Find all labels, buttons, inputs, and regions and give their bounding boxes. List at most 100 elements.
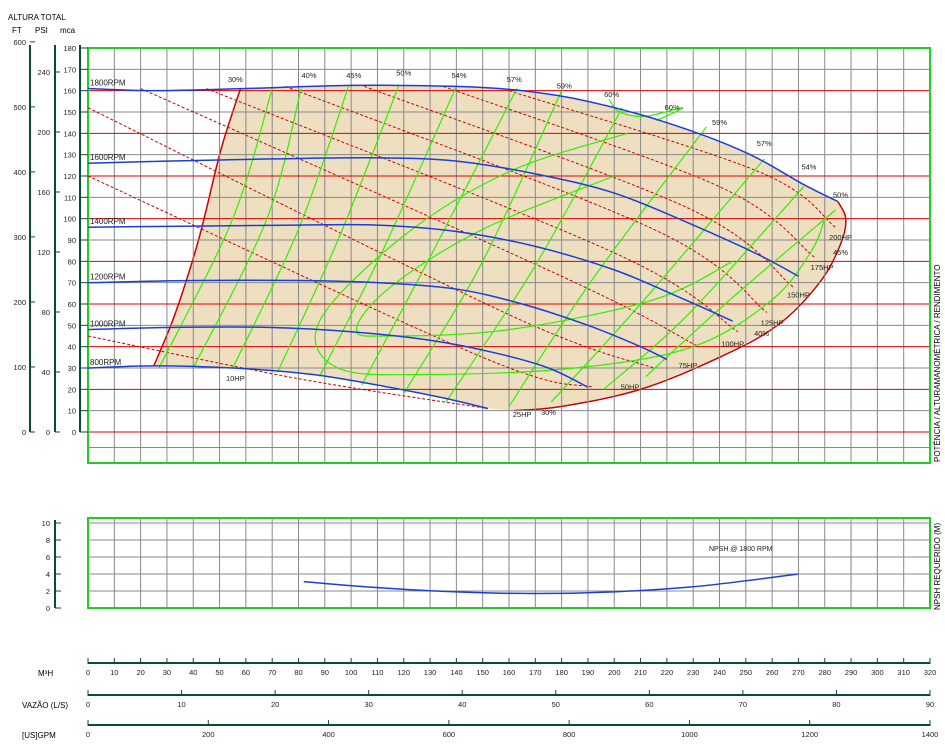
mca-tick-label: 110 (64, 193, 76, 202)
efficiency-line (232, 86, 350, 369)
efficiency-label: 30% (228, 75, 243, 84)
m3h-tick-label: 160 (503, 668, 516, 677)
npsh-series-label: NPSH @ 1800 RPM (709, 546, 773, 553)
efficiency-label: 54% (451, 71, 466, 80)
m3h-tick-label: 310 (897, 668, 910, 677)
m3h-tick-label: 40 (189, 668, 197, 677)
hp-line (508, 90, 836, 228)
efficiency-line (319, 86, 457, 377)
mca-tick-label: 30 (68, 364, 76, 373)
ft-tick-label: 200 (13, 298, 26, 307)
efficiency-label: 50% (833, 190, 848, 199)
m3h-tick-label: 90 (321, 668, 329, 677)
psi-tick-label: 200 (37, 128, 50, 137)
m3h-tick-label: 280 (818, 668, 831, 677)
m3h-tick-label: 0 (86, 668, 90, 677)
hp-line (443, 85, 815, 258)
efficiency-line (508, 126, 707, 407)
efficiency-contour-inner (355, 175, 733, 337)
efficiency-label: 60% (604, 90, 619, 99)
mca-tick-label: 20 (68, 385, 76, 394)
rpm-curve (87, 157, 799, 277)
mca-tick-label: 10 (68, 407, 76, 416)
efficiency-line (445, 107, 623, 403)
gpm-tick-label: 400 (322, 730, 335, 739)
ls-tick-label: 90 (926, 700, 934, 709)
npsh-tick-label: 10 (42, 519, 50, 528)
m3h-tick-label: 240 (713, 668, 726, 677)
right-axis-title: POTÊNCIA / ALTURAMANOMÉTRICA / RENDIMENT… (933, 264, 942, 462)
mca-tick-label: 140 (63, 129, 76, 138)
psi-tick-label: 160 (37, 188, 50, 197)
mca-title: mca (60, 26, 76, 35)
npsh-axis-title: NPSH REQUERIDO (M) (933, 523, 942, 610)
m3h-tick-label: 300 (871, 668, 884, 677)
labels-layer: 1800RPM 1600RPM 1400RPM 1200RPM 1000RPM 800RP… (90, 69, 852, 553)
gpm-tick-label: 600 (443, 730, 456, 739)
npsh-layer (303, 573, 799, 595)
m3h-tick-label: 320 (924, 668, 937, 677)
efficiency-label: 57% (507, 75, 522, 84)
efficiency-label: 45% (833, 248, 848, 257)
ft-tick-label: 500 (13, 103, 26, 112)
m3h-tick-label: 260 (766, 668, 779, 677)
m3h-tick-label: 100 (345, 668, 358, 677)
m3h-tick-label: 140 (450, 668, 463, 677)
psi-tick-label: 120 (37, 248, 50, 257)
mca-tick-label: 150 (63, 108, 76, 117)
altura-total-title: ALTURA TOTAL (8, 13, 66, 22)
hp-label: 200HP (829, 233, 852, 242)
ft-tick-label: 300 (13, 233, 26, 242)
m3h-tick-label: 270 (792, 668, 805, 677)
efficiency-label: 45% (346, 71, 361, 80)
gpm-axis-title: [US]GPM (22, 731, 56, 740)
hp-line (140, 88, 699, 348)
m3h-tick-label: 130 (424, 668, 437, 677)
m3h-tick-label: 110 (371, 668, 383, 677)
mca-tick-label: 100 (63, 215, 76, 224)
efficiency-line (192, 88, 302, 369)
mca-tick-label: 130 (63, 151, 76, 160)
main-plot-frame (87, 47, 931, 464)
m3h-tick-label: 70 (268, 668, 276, 677)
rpm-curve (87, 365, 489, 410)
npsh-tick-label: 2 (46, 587, 50, 596)
psi-title: PSI (35, 26, 48, 35)
m3h-tick-label: 250 (740, 668, 753, 677)
ft-title: FT (12, 26, 22, 35)
mca-tick-label: 0 (72, 428, 76, 437)
m3h-tick-label: 150 (476, 668, 489, 677)
efficiency-label: 59% (712, 118, 727, 127)
mca-tick-label: 120 (63, 172, 76, 181)
psi-tick-label: 80 (42, 308, 50, 317)
ls-tick-label: 40 (458, 700, 466, 709)
ft-tick-label: 0 (22, 428, 26, 437)
mca-tick-label: 60 (68, 300, 76, 309)
mca-tick-label: 70 (68, 279, 76, 288)
hp-label: 25HP (513, 410, 532, 419)
grid-layer (87, 47, 931, 609)
hp-line (206, 88, 739, 333)
gpm-tick-label: 0 (86, 730, 90, 739)
ft-tick-label: 600 (13, 38, 26, 47)
mca-tick-label: 170 (63, 65, 76, 74)
rpm-label: 1000RPM (90, 320, 126, 329)
gpm-tick-label: 200 (202, 730, 215, 739)
left-envelope-curve (153, 88, 242, 367)
efficiency-label: 40% (754, 329, 769, 338)
gpm-tick-label: 800 (563, 730, 576, 739)
mca-tick-label: 40 (68, 343, 76, 352)
psi-tick-label: 0 (46, 428, 50, 437)
mca-tick-label: 160 (63, 87, 76, 96)
gpm-tick-label: 1400 (922, 730, 939, 739)
hp-label: 125HP (761, 318, 784, 327)
hp-line (285, 85, 768, 313)
hp-label: 75HP (679, 361, 698, 370)
m3h-tick-label: 220 (661, 668, 674, 677)
efficiency-line (403, 90, 563, 394)
npsh-plot-frame (87, 517, 931, 609)
m3h-tick-label: 170 (529, 668, 542, 677)
efficiency-label: 59% (557, 82, 572, 91)
npsh-curve (303, 573, 799, 595)
rpm-label: 1600RPM (90, 153, 126, 162)
